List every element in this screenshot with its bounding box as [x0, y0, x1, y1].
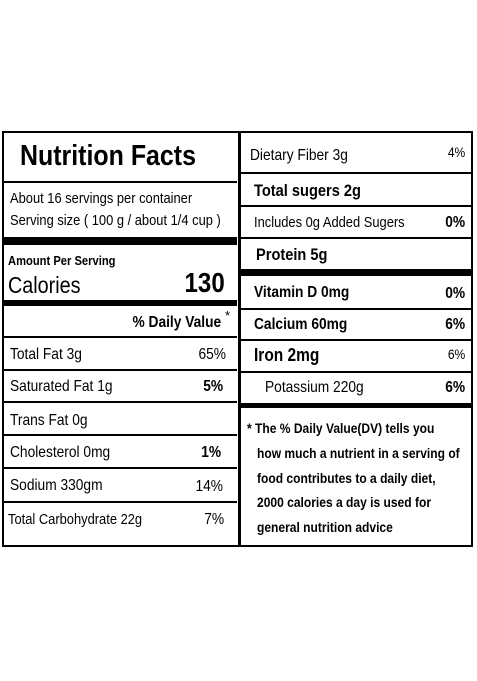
footnote-line-5: general nutrition advice: [257, 519, 393, 535]
daily-value-asterisk: *: [224, 308, 230, 323]
nutrient-dv-iron: 6%: [447, 346, 465, 362]
thick-rule-1: [4, 237, 237, 245]
nutrition-facts-label: Nutrition Facts About 16 servings per co…: [2, 131, 473, 547]
footnote-line-2: how much a nutrient in a serving of: [257, 445, 460, 461]
daily-value-header: % Daily Value: [132, 314, 221, 331]
footnote-line-4: 2000 calories a day is used for: [257, 494, 432, 510]
calories-label: Calories: [8, 272, 81, 298]
rule-right-1: [241, 172, 471, 174]
nutrient-label-total-carbohydrate: Total Carbohydrate 22g: [8, 511, 143, 528]
nutrient-dv-total-carbohydrate: 7%: [204, 511, 224, 528]
rule-right-3: [241, 237, 471, 239]
rule-row-3: [4, 434, 237, 436]
nutrient-label-iron: Iron 2mg: [254, 345, 320, 365]
nutrient-label-added-sugars: Includes 0g Added Sugers: [254, 214, 405, 231]
nutrient-dv-total-fat: 65%: [198, 346, 226, 363]
nutrient-dv-potassium: 6%: [445, 379, 465, 396]
rule-right-5: [241, 339, 471, 341]
rule-right-2: [241, 205, 471, 207]
column-divider: [238, 133, 241, 545]
rule-row-5: [4, 501, 237, 503]
nutrient-dv-added-sugars: 0%: [445, 214, 465, 231]
footnote-line-1: * The % Daily Value(DV) tells you: [247, 420, 435, 436]
nutrient-dv-saturated-fat: 5%: [203, 378, 223, 395]
rule-dv: [4, 336, 237, 338]
rule-right-6: [241, 371, 471, 373]
nutrient-label-protein: Protein 5g: [256, 245, 328, 264]
nutrient-label-sodium: Sodium 330gm: [10, 477, 103, 494]
nutrient-dv-sodium: 14%: [195, 478, 223, 495]
nutrient-label-trans-fat: Trans Fat 0g: [10, 412, 88, 429]
nutrient-label-calcium: Calcium 60mg: [254, 316, 348, 333]
serving-size: Serving size ( 100 g / about 1/4 cup ): [10, 212, 221, 229]
nutrient-label-cholesterol: Cholesterol 0mg: [10, 444, 111, 461]
calories-value: 130: [184, 267, 225, 298]
thick-rule-right: [241, 269, 471, 276]
nutrient-dv-cholesterol: 1%: [201, 444, 221, 461]
nutrient-label-vitamin-d: Vitamin D 0mg: [254, 284, 350, 301]
servings-per-container: About 16 servings per container: [10, 190, 193, 207]
nutrient-label-saturated-fat: Saturated Fat 1g: [10, 378, 113, 395]
nutrient-label-dietary-fiber: Dietary Fiber 3g: [250, 147, 348, 164]
footnote-line-3: food contributes to a daily diet,: [257, 470, 436, 486]
rule-row-2: [4, 401, 237, 403]
rule-row-4: [4, 467, 237, 469]
nutrient-label-total-fat: Total Fat 3g: [10, 346, 82, 363]
amount-per-serving: Amount Per Serving: [8, 253, 116, 268]
nutrient-label-total-sugars: Total sugers 2g: [254, 181, 361, 200]
nutrition-facts-title: Nutrition Facts: [20, 140, 196, 172]
rule-row-1: [4, 369, 237, 371]
thick-rule-right-2: [241, 403, 471, 408]
nutrient-dv-vitamin-d: 0%: [445, 285, 465, 302]
nutrient-dv-calcium: 6%: [445, 316, 465, 333]
nutrient-label-potassium: Potassium 220g: [265, 379, 364, 396]
rule-right-4: [241, 308, 471, 310]
nutrient-dv-dietary-fiber: 4%: [447, 144, 465, 160]
thick-rule-2: [4, 300, 237, 306]
title-rule: [4, 181, 237, 183]
